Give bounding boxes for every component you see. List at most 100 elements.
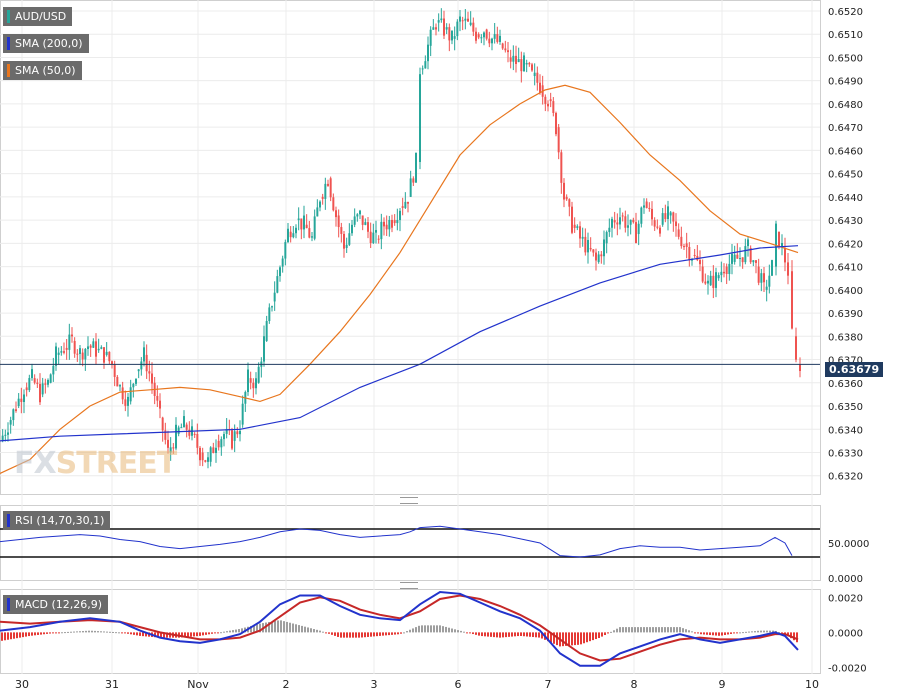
- candle-body: [412, 178, 415, 183]
- macd-histogram-bar: [118, 632, 120, 634]
- legend-sma50[interactable]: SMA (50,0): [3, 61, 82, 80]
- candle-body: [480, 37, 483, 39]
- macd-histogram-bar: [691, 631, 693, 633]
- macd-histogram-bar: [91, 630, 93, 633]
- macd-histogram-bar: [25, 632, 27, 637]
- macd-histogram-bar: [106, 631, 108, 633]
- macd-histogram-bar: [670, 627, 672, 633]
- candle-body: [39, 383, 41, 403]
- macd-histogram-bar: [427, 625, 429, 633]
- macd-histogram-bar: [550, 632, 552, 643]
- macd-histogram-bar: [508, 632, 510, 637]
- candle-body: [699, 260, 701, 265]
- macd-histogram-bar: [229, 630, 231, 633]
- macd-histogram-bar: [133, 632, 135, 635]
- macd-histogram-bar: [712, 632, 714, 636]
- panel-resize-handle-macd[interactable]: [400, 582, 418, 589]
- candle-body: [475, 31, 477, 41]
- x-tick-label: 3: [371, 678, 378, 691]
- candle-body: [44, 383, 47, 385]
- x-tick-label: 31: [105, 678, 119, 691]
- macd-histogram-bar: [61, 632, 63, 634]
- candle-body: [589, 248, 592, 250]
- candle-body: [661, 213, 664, 225]
- macd-histogram-bar: [166, 632, 168, 638]
- macd-histogram-bar: [448, 627, 450, 633]
- macd-histogram-bar: [667, 627, 669, 633]
- candle-body: [728, 263, 731, 274]
- candle-body: [509, 57, 512, 62]
- candle-body: [563, 182, 565, 200]
- x-tick-label: 2: [283, 678, 290, 691]
- macd-histogram-bar: [697, 632, 699, 634]
- x-tick-label: 8: [631, 678, 638, 691]
- candle-body: [383, 221, 385, 227]
- candle-body: [435, 27, 437, 30]
- candle-body: [768, 275, 771, 287]
- candle-body: [683, 246, 685, 248]
- panel-resize-handle-rsi[interactable]: [400, 497, 418, 504]
- candle-body: [765, 286, 768, 290]
- macd-histogram-bar: [769, 630, 771, 633]
- macd-histogram-bar: [160, 632, 162, 638]
- legend-rsi[interactable]: RSI (14,70,30,1): [3, 511, 111, 530]
- candle-body: [576, 226, 579, 228]
- candle-body: [52, 365, 55, 375]
- legend-macd[interactable]: MACD (12,26,9): [3, 595, 109, 614]
- candle-body: [752, 260, 755, 263]
- macd-histogram-bar: [484, 632, 486, 637]
- macd-histogram-bar: [640, 627, 642, 633]
- candle-body: [60, 351, 63, 353]
- macd-histogram-bar: [523, 632, 525, 637]
- candle-body: [688, 246, 691, 261]
- candle-body: [297, 218, 300, 221]
- candle-body: [595, 252, 597, 261]
- macd-histogram-bar: [511, 632, 513, 637]
- candle-body: [648, 207, 651, 209]
- candle-body: [140, 361, 143, 370]
- macd-histogram-bar: [373, 632, 375, 637]
- candle-body: [624, 216, 627, 228]
- macd-histogram-bar: [718, 632, 720, 636]
- candle-body: [635, 222, 637, 244]
- candle-body: [252, 382, 255, 389]
- legend-sma200[interactable]: SMA (200,0): [3, 34, 89, 53]
- candle-body: [287, 228, 289, 243]
- macd-histogram-bar: [790, 632, 792, 639]
- macd-histogram-bar: [520, 632, 522, 636]
- macd-histogram-bar: [193, 632, 195, 637]
- candle-body: [207, 457, 209, 462]
- candle-body: [335, 210, 337, 218]
- macd-histogram-bar: [1, 632, 3, 641]
- macd-histogram-bar: [127, 632, 129, 634]
- candle-body: [127, 396, 129, 406]
- macd-histogram-bar: [199, 632, 201, 636]
- macd-histogram-bar: [679, 627, 681, 633]
- macd-histogram-bar: [625, 627, 627, 633]
- macd-histogram-bar: [682, 628, 684, 633]
- candle-body: [324, 183, 327, 199]
- candle-body: [664, 213, 667, 220]
- macd-histogram-bar: [277, 620, 279, 633]
- candle-body: [453, 36, 456, 39]
- macd-histogram-bar: [586, 632, 588, 643]
- y-tick-label: 0.6320: [828, 472, 863, 483]
- legend-aud-usd[interactable]: AUD/USD: [3, 7, 73, 26]
- candle-body: [396, 220, 399, 224]
- legend-label-price: AUD/USD: [15, 10, 67, 23]
- macd-histogram-bar: [628, 627, 630, 633]
- macd-histogram-bar: [337, 632, 339, 637]
- candle-body: [755, 260, 757, 263]
- candle-body: [391, 219, 393, 228]
- candle-body: [443, 18, 445, 36]
- candle-body: [89, 345, 92, 348]
- macd-histogram-bar: [496, 632, 498, 638]
- candle-body: [84, 349, 87, 360]
- candle-body: [520, 59, 523, 72]
- candle-body: [507, 50, 509, 53]
- candle-body: [579, 226, 581, 239]
- candle-body: [359, 210, 361, 215]
- candle-body: [145, 354, 148, 372]
- macd-histogram-bar: [301, 625, 303, 633]
- macd-histogram-bar: [727, 632, 729, 635]
